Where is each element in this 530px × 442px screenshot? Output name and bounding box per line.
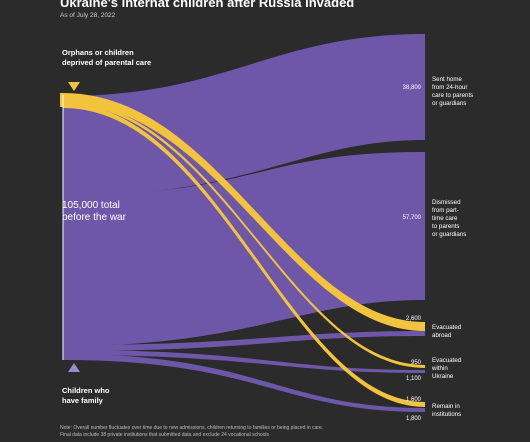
total-label-2: before the war [62,212,127,223]
footnote: Note: Overall number fluctuates over tim… [60,425,360,438]
flow-family-within [63,350,425,373]
label-institutions: Remain in institutions [432,403,461,418]
svg-text:Dismissed: Dismissed [432,199,461,206]
total-label-1: 105,000 total [62,200,120,211]
svg-text:to parents: to parents [432,223,460,230]
family-label-1: Children who [62,386,110,395]
flow-family-abroad [63,331,425,351]
svg-text:Evacuated: Evacuated [432,357,462,364]
label-sent-home: Sent home from 24-hour care to parents o… [432,76,473,107]
label-abroad: Evacuated abroad [432,324,462,339]
flow-family-sent-home [63,34,425,196]
orphans-label-2: deprived of parental care [62,58,151,67]
svg-text:time care: time care [432,215,458,222]
value-within-orphan: 950 [411,360,422,366]
family-marker-icon [68,363,80,372]
orphans-label-1: Orphans or children [62,48,134,57]
svg-text:or guardians: or guardians [432,231,466,238]
svg-text:Sent home: Sent home [432,76,462,83]
svg-text:Remain in: Remain in [432,403,460,410]
svg-text:Ukraine: Ukraine [432,373,454,380]
chart-subtitle: As of July 28, 2022 [60,12,116,19]
value-abroad-orphan: 2,600 [406,316,422,322]
svg-text:or guardians: or guardians [432,100,466,107]
label-dismissed: Dismissed from part- time care to parent… [432,199,466,238]
svg-text:institutions: institutions [432,411,461,418]
svg-text:from 24-hour: from 24-hour [432,84,467,91]
svg-text:care to parents: care to parents [432,92,473,99]
family-label-2: have family [62,396,104,405]
orphan-marker-icon [68,82,80,91]
chart-title: Ukraine's internat children after Russia… [60,0,355,10]
svg-text:Evacuated: Evacuated [432,324,462,331]
footnote-line-2: Final data include 38 private institutio… [60,431,270,438]
footnote-line-1: Note: Overall number fluctuates over tim… [60,425,324,431]
flow-family-institutions [63,354,425,412]
value-within-family: 1,100 [406,376,422,382]
value-institutions-family: 1,800 [406,416,422,422]
value-dismissed: 57,700 [403,215,422,221]
flow-family-dismissed [63,152,425,346]
family-flows [63,34,425,412]
label-within: Evacuated within Ukraine [431,357,462,380]
svg-text:within: within [431,365,448,372]
value-institutions-orphan: 1,600 [406,397,422,403]
svg-text:from part-: from part- [432,207,459,214]
value-sent-home: 38,800 [403,85,422,91]
svg-text:abroad: abroad [432,332,452,339]
